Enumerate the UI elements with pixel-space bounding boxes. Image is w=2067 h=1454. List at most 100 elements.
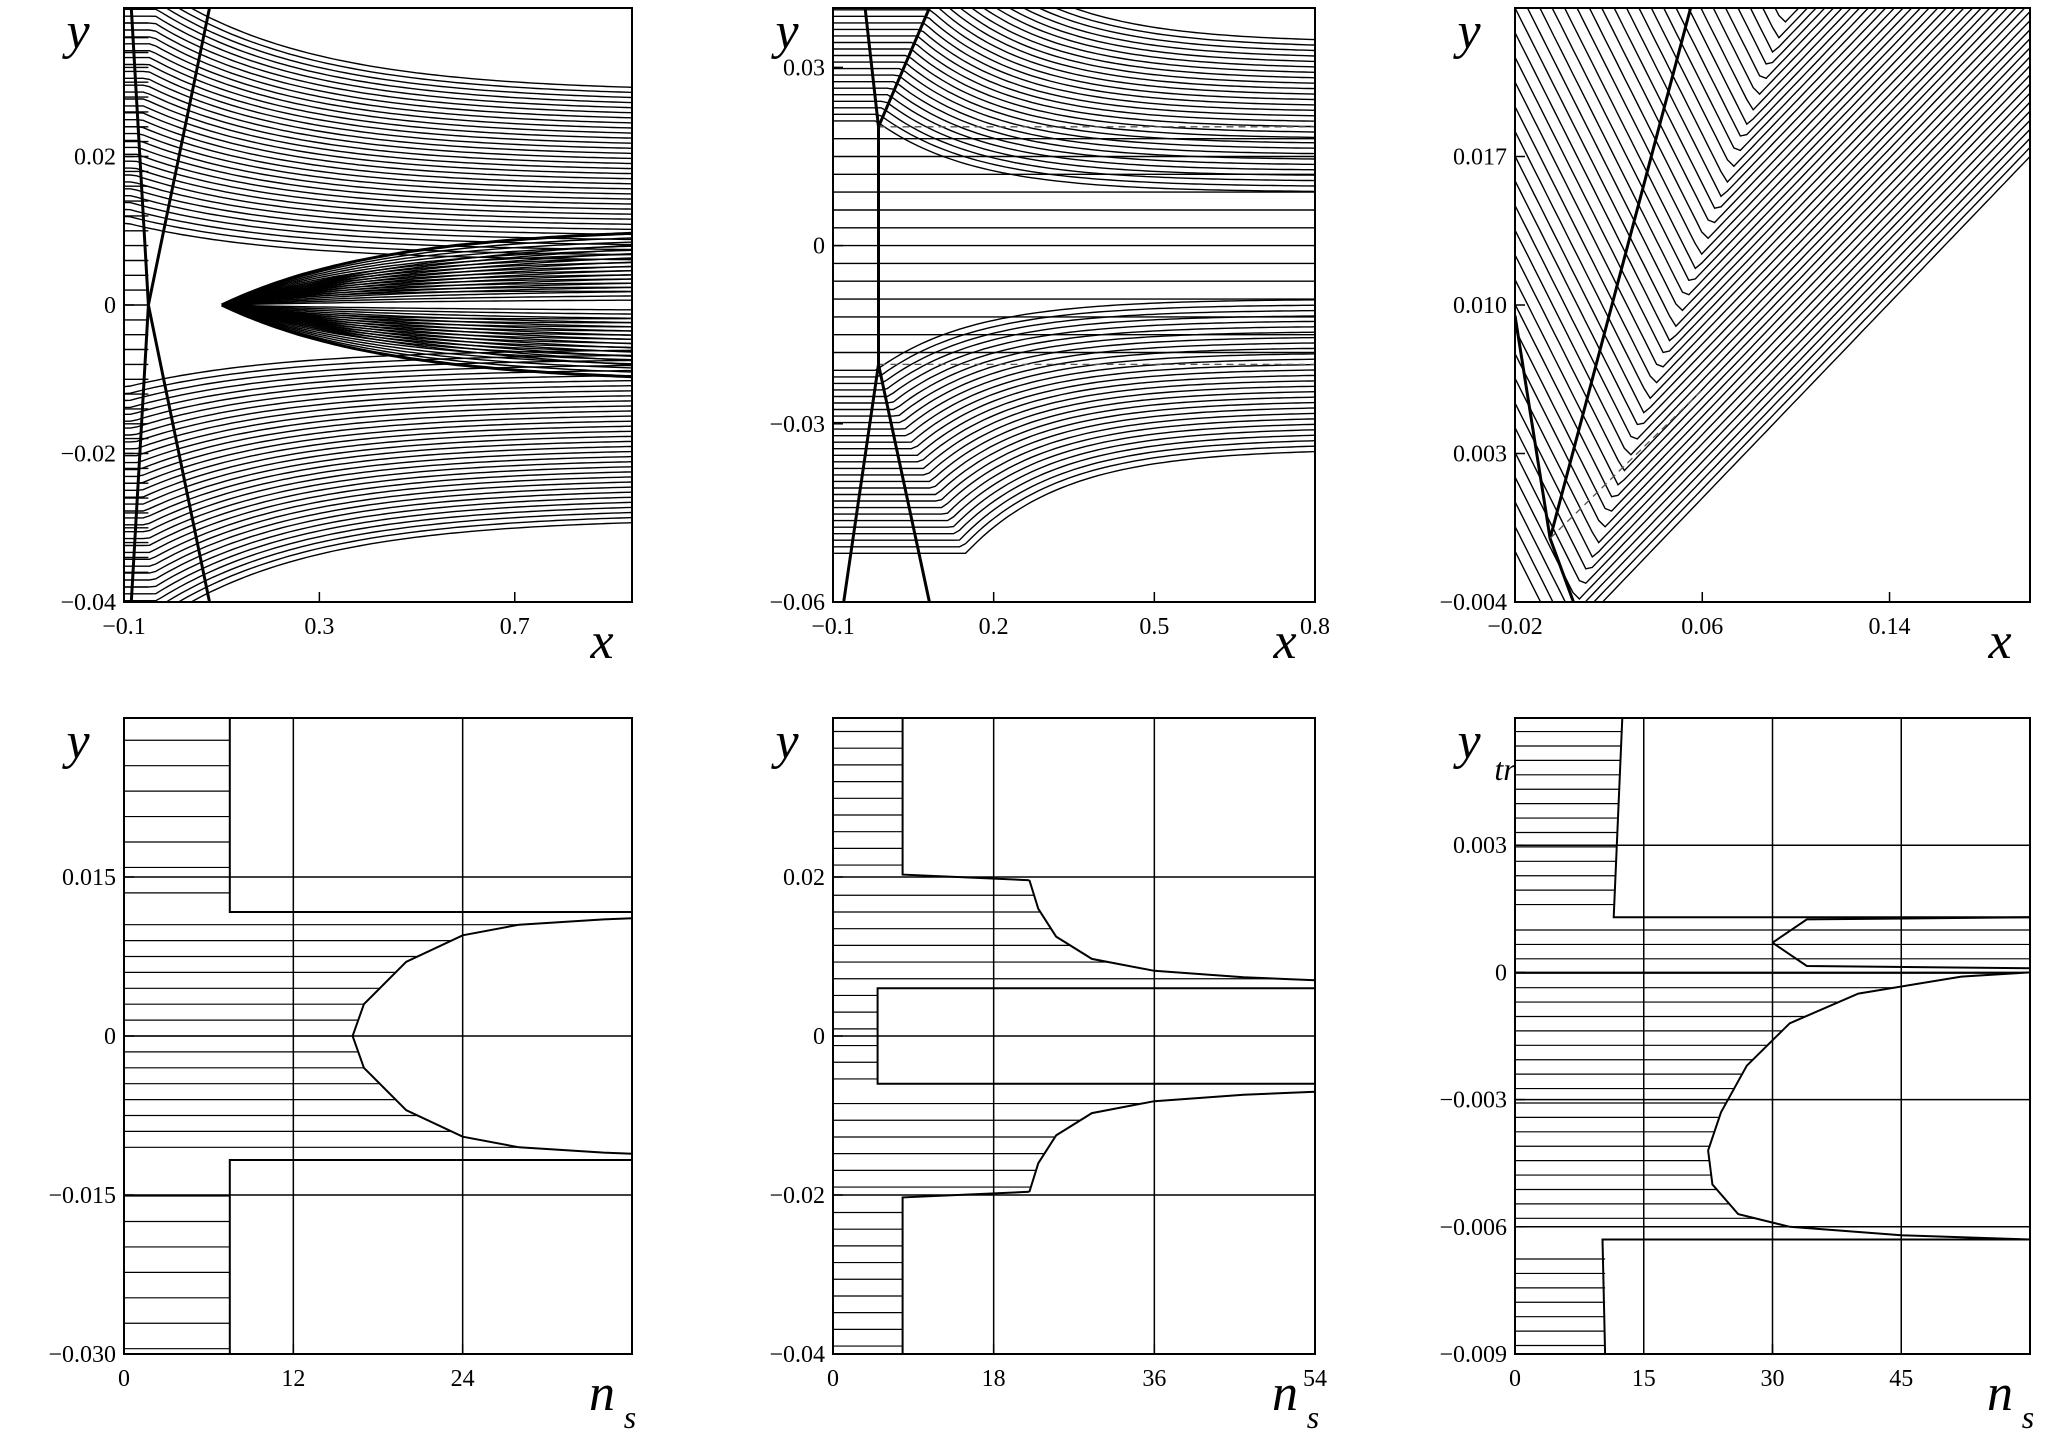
focus-streamline (221, 291, 632, 306)
shock-line (1548, 8, 1693, 602)
x-axis-label-subscript: s (2022, 1399, 2034, 1435)
streamline (833, 326, 1315, 404)
streamline (833, 407, 1315, 502)
series-line (1707, 971, 2030, 1241)
streamline (124, 359, 632, 402)
focus-streamline (221, 304, 632, 353)
streamline (833, 67, 1315, 149)
series-line (351, 917, 632, 1155)
streamline (948, 8, 1315, 90)
series-line-mirrored (228, 1159, 632, 1354)
plot-area (124, 8, 632, 602)
streamline (124, 410, 632, 471)
streamline (1515, 47, 2030, 472)
focus-streamline (221, 304, 632, 324)
focus-streamline (221, 244, 632, 306)
streamline (833, 74, 1315, 155)
streamline (124, 405, 632, 464)
plot-area (833, 718, 1315, 1354)
streamline (833, 61, 1315, 144)
plot-frame (1514, 7, 2031, 603)
streamline (124, 98, 632, 170)
chart-panel-top-left: −0.1 0.3 0.7 −0.04 −0.02 0 0.02 x y (60, 3, 633, 670)
series-line (901, 718, 1030, 882)
streamline (1539, 8, 1965, 296)
streamline (833, 401, 1315, 496)
y-tick-label: −0.02 (60, 442, 116, 468)
streamline (124, 415, 632, 478)
streamline (959, 8, 1315, 84)
streamline (833, 54, 1315, 139)
x-tick-label: 12 (281, 1366, 305, 1392)
y-axis-label: y (1452, 3, 1481, 60)
y-axis-label: y (61, 713, 90, 770)
streamline (833, 304, 1315, 378)
streamline (1037, 8, 1315, 52)
y-tick-label: 0.003 (1453, 833, 1507, 859)
shock-line (863, 8, 880, 127)
x-tick-label: 54 (1303, 1366, 1327, 1392)
streamline (833, 100, 1315, 176)
streamline (165, 8, 632, 99)
streamline (1551, 8, 1957, 282)
streamline (124, 425, 632, 491)
streamline (124, 15, 632, 109)
streamline (177, 8, 632, 94)
streamline (833, 15, 1315, 106)
streamline (833, 107, 1315, 182)
streamline (1515, 156, 2030, 602)
streamline (937, 8, 1315, 95)
streamline (1515, 119, 2030, 585)
streamline (124, 450, 632, 526)
streamline (124, 43, 632, 129)
shock-line (146, 8, 211, 602)
focus-streamline (221, 241, 632, 306)
streamline (833, 35, 1315, 122)
focus-streamline (221, 304, 632, 311)
x-tick-label: 0.8 (1300, 614, 1330, 640)
streamline (124, 201, 632, 246)
streamline (124, 374, 632, 422)
plot-area (1515, 8, 2030, 602)
x-tick-label: 0.06 (1681, 614, 1723, 640)
streamline (833, 347, 1315, 430)
streamline (124, 455, 632, 533)
x-axis-label-subscript: s (1307, 1399, 1319, 1435)
streamline (833, 363, 1315, 450)
streamline (1576, 8, 1939, 256)
streamline (124, 466, 632, 547)
streamline (1515, 56, 2030, 486)
streamline (833, 28, 1315, 117)
focus-streamline (221, 304, 632, 315)
y-tick-label: 0 (813, 234, 825, 260)
y-axis-label-subscript: tr (1494, 751, 1516, 787)
streamline (833, 396, 1315, 489)
x-axis-label: n (1272, 1365, 1298, 1422)
streamline (124, 481, 632, 567)
streamline (833, 423, 1315, 522)
dashed-line (1549, 389, 1703, 539)
y-axis-label: y (770, 713, 799, 770)
streamline (1588, 8, 1931, 240)
streamline (1712, 8, 1844, 96)
streamline (1515, 146, 2030, 602)
focus-streamline (221, 304, 632, 365)
x-tick-label: −0.1 (811, 614, 855, 640)
x-tick-label: 0.7 (500, 614, 530, 640)
shock-line (842, 364, 880, 602)
chart-panel-top-right: −0.02 0.06 0.14 −0.004 0.003 0.010 0.017 x y (1439, 3, 2031, 670)
y-axis-label: y (61, 3, 90, 60)
chart-panel-bottom-right: 0 15 30 45 −0.009 −0.006 −0.003 0 0.003 n s y tr (1439, 713, 2034, 1435)
streamline (833, 450, 1315, 554)
streamline (1515, 8, 2009, 368)
plot-frame (123, 7, 633, 603)
streamline (124, 506, 632, 602)
y-tick-label: −0.04 (769, 1342, 825, 1368)
streamline (833, 358, 1315, 443)
y-tick-label: −0.015 (48, 1183, 116, 1209)
focus-streamline (221, 304, 632, 332)
y-tick-label: 0.02 (783, 865, 825, 891)
streamline (1053, 8, 1315, 46)
streamline (124, 56, 632, 139)
streamline (833, 336, 1315, 417)
